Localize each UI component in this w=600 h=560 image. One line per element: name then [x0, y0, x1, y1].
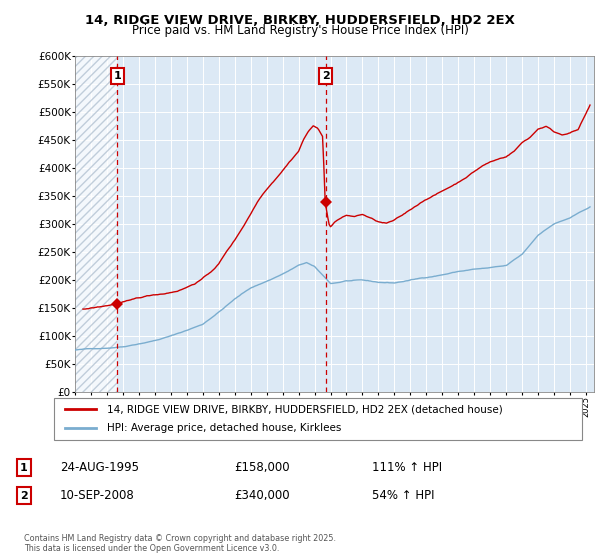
Text: 111% ↑ HPI: 111% ↑ HPI	[372, 461, 442, 474]
Text: 10-SEP-2008: 10-SEP-2008	[60, 489, 135, 502]
Text: 14, RIDGE VIEW DRIVE, BIRKBY, HUDDERSFIELD, HD2 2EX (detached house): 14, RIDGE VIEW DRIVE, BIRKBY, HUDDERSFIE…	[107, 404, 503, 414]
Text: 1: 1	[113, 71, 121, 81]
Text: 1: 1	[20, 463, 28, 473]
Text: Contains HM Land Registry data © Crown copyright and database right 2025.
This d: Contains HM Land Registry data © Crown c…	[24, 534, 336, 553]
Text: Price paid vs. HM Land Registry's House Price Index (HPI): Price paid vs. HM Land Registry's House …	[131, 24, 469, 37]
Text: 54% ↑ HPI: 54% ↑ HPI	[372, 489, 434, 502]
FancyBboxPatch shape	[54, 398, 582, 440]
Text: 24-AUG-1995: 24-AUG-1995	[60, 461, 139, 474]
Text: £340,000: £340,000	[234, 489, 290, 502]
Text: HPI: Average price, detached house, Kirklees: HPI: Average price, detached house, Kirk…	[107, 423, 341, 433]
Text: 14, RIDGE VIEW DRIVE, BIRKBY, HUDDERSFIELD, HD2 2EX: 14, RIDGE VIEW DRIVE, BIRKBY, HUDDERSFIE…	[85, 14, 515, 27]
Text: 2: 2	[20, 491, 28, 501]
Text: 2: 2	[322, 71, 329, 81]
Bar	[75, 56, 117, 392]
Text: £158,000: £158,000	[234, 461, 290, 474]
